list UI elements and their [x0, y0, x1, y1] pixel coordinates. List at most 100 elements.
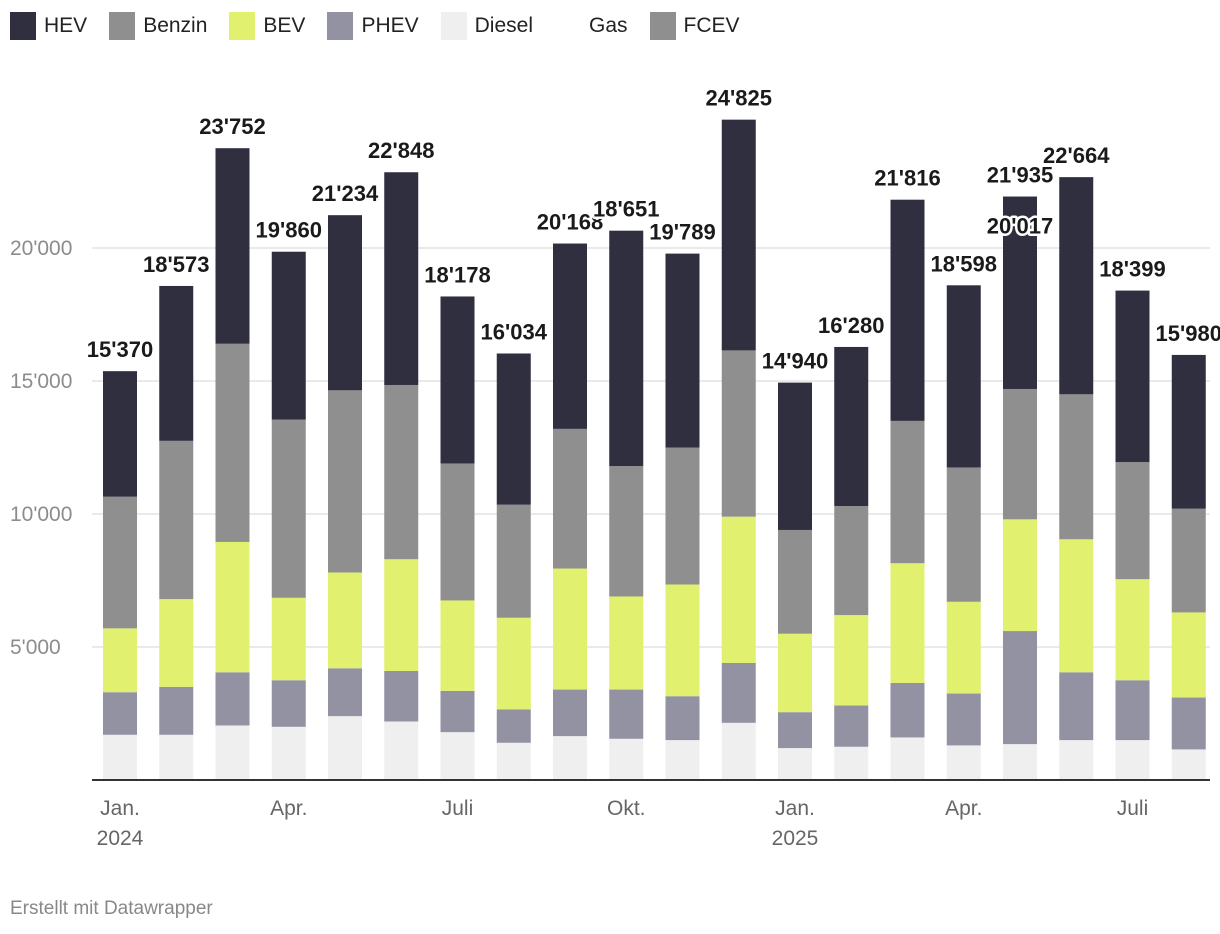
bar-segment-benzin-2024-12: [721, 350, 756, 517]
bar-segment-benzin-2024-06: [384, 384, 419, 560]
bar-segment-benzin-2024-05: [328, 390, 362, 573]
bar-segment-hev-2024-05: [328, 215, 362, 391]
total-label-2024-06: 22'848: [368, 138, 434, 163]
bar-segment-phev-2024-12: [721, 662, 756, 723]
x-tick-label-6: Juli: [1117, 797, 1149, 820]
bar-segment-hev-2025-07: [1115, 290, 1150, 463]
bar-segment-hev-2024-04: [271, 251, 306, 420]
bar-segment-diesel-2024-04: [271, 726, 306, 780]
bar-segment-diesel-2024-01: [103, 734, 137, 780]
legend-label-diesel: Diesel: [474, 14, 533, 37]
bar-segment-diesel-2025-04: [946, 745, 981, 780]
bar-segment-diesel-2024-03: [215, 725, 250, 780]
x-tick-label-0: Jan.: [100, 797, 140, 820]
bar-segment-diesel-2024-11: [665, 740, 700, 780]
bar-segment-phev-2024-04: [271, 680, 306, 727]
bar-segment-phev-2025-05: [1003, 631, 1037, 745]
total-label-2025-02: 16'280: [818, 313, 884, 338]
bar-segment-hev-2025-03: [890, 199, 925, 421]
x-tick-label-2: Juli: [442, 797, 474, 820]
bar-segment-phev-2025-02: [834, 705, 869, 747]
bar-segment-bev-2025-01: [778, 633, 812, 713]
bar-segment-hev-2024-09: [553, 243, 587, 429]
bar-segment-diesel-2024-12: [721, 722, 756, 780]
bar-segment-benzin-2024-08: [496, 504, 531, 618]
bar-segment-benzin-2024-09: [553, 428, 587, 569]
legend-item-diesel: Diesel: [440, 12, 533, 40]
bar-segment-benzin-2025-01: [778, 529, 812, 634]
legend-swatch-phev: [327, 12, 354, 40]
bar-segment-hev-2024-08: [496, 353, 531, 505]
bar-segment-bev-2024-06: [384, 559, 419, 671]
bar-segment-hev-2024-07: [440, 296, 475, 464]
bar-segment-bev-2024-09: [553, 568, 587, 690]
bar-segment-benzin-2024-04: [271, 419, 306, 598]
bar-segment-phev-2025-07: [1115, 680, 1150, 741]
bar-segment-phev-2024-03: [215, 672, 250, 726]
legend-label-benzin: Benzin: [143, 14, 208, 37]
bar-segment-benzin-2025-04: [946, 467, 981, 602]
bar-segment-phev-2025-04: [946, 693, 981, 746]
bar-segment-benzin-2025-05: [1003, 388, 1037, 520]
total-label-2025-08: 15'980: [1156, 321, 1220, 346]
bar-segment-hev-2025-02: [834, 346, 869, 507]
bar-segment-hev-2025-04: [946, 285, 981, 468]
bar-segment-benzin-2025-02: [834, 506, 869, 616]
bar-segment-phev-2024-01: [103, 692, 137, 735]
bar-segment-diesel-2025-03: [890, 737, 925, 780]
bar-segment-bev-2024-03: [215, 541, 250, 673]
bar-segment-diesel-2024-07: [440, 732, 475, 780]
legend-item-bev: BEV: [229, 12, 305, 40]
total-label-2024-01: 15'370: [87, 337, 153, 362]
x-tick-year-0: 2024: [97, 827, 144, 850]
total-label-2024-09: 20'168: [537, 210, 603, 235]
total-label-2024-11: 19'789: [649, 220, 715, 245]
extra-label-16: 20'017: [987, 214, 1053, 239]
legend-swatch-hev: [10, 12, 36, 40]
bar-segment-phev-2024-06: [384, 670, 419, 722]
bar-segment-benzin-2024-07: [440, 463, 475, 601]
total-label-2025-05: 21'935: [987, 163, 1053, 188]
bar-segment-hev-2024-02: [159, 285, 194, 441]
legend-item-hev: HEV: [10, 12, 87, 40]
x-tick-label-3: Okt.: [607, 797, 646, 820]
x-tick-label-1: Apr.: [270, 797, 307, 820]
bar-segment-phev-2024-02: [159, 686, 194, 735]
footer-credit: Erstellt mit Datawrapper: [10, 898, 213, 919]
y-tick-label-10000: 10'000: [10, 503, 72, 526]
bar-segment-bev-2025-07: [1115, 579, 1150, 681]
bar-segment-bev-2024-10: [609, 596, 644, 690]
bar-segment-bev-2025-06: [1059, 539, 1094, 673]
total-label-2024-07: 18'178: [424, 262, 490, 287]
legend-label-phev: PHEV: [361, 14, 419, 37]
total-label-2025-04: 18'598: [931, 251, 997, 276]
bar-segment-benzin-2025-03: [890, 420, 925, 564]
bar-segment-phev-2024-08: [496, 709, 531, 743]
bar-segment-diesel-2024-05: [328, 716, 362, 780]
bar-segment-benzin-2024-02: [159, 440, 194, 600]
bar-segment-diesel-2025-05: [1003, 744, 1037, 780]
legend: HEV Benzin BEV PHEV Diesel Gas FCEV: [10, 12, 762, 40]
bar-segment-phev-2024-07: [440, 690, 475, 733]
bar-segment-phev-2024-10: [609, 689, 644, 739]
total-label-2024-03: 23'752: [199, 114, 265, 139]
bar-segment-bev-2025-04: [946, 601, 981, 694]
bar-segment-bev-2025-03: [890, 563, 925, 683]
bar-segment-phev-2024-05: [328, 668, 362, 717]
bar-segment-benzin-2024-10: [609, 466, 644, 597]
y-tick-label-20000: 20'000: [10, 237, 72, 260]
bar-segment-phev-2025-06: [1059, 672, 1094, 741]
bar-segment-hev-2025-06: [1059, 177, 1094, 395]
bar-segment-hev-2025-08: [1171, 354, 1206, 509]
bar-segment-hev-2025-05: [1003, 196, 1037, 389]
bar-segment-benzin-2024-01: [103, 496, 137, 629]
bar-segment-diesel-2024-06: [384, 721, 419, 780]
total-label-2024-05: 21'234: [312, 181, 379, 206]
legend-swatch-gas: [554, 12, 581, 40]
bar-segment-bev-2024-07: [440, 600, 475, 691]
bar-segment-hev-2024-01: [103, 371, 137, 497]
bar-segment-bev-2025-08: [1171, 612, 1206, 698]
bar-segment-bev-2024-05: [328, 572, 362, 669]
bar-segment-diesel-2024-09: [553, 736, 587, 780]
